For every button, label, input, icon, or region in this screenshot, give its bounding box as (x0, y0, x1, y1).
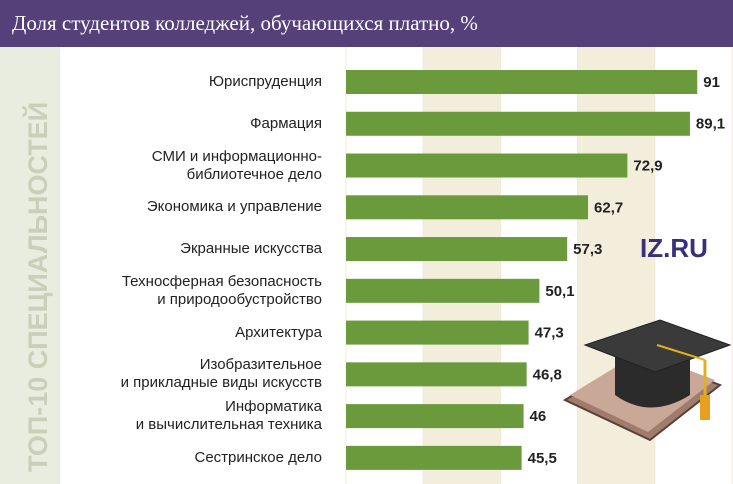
value-label: 89,1 (696, 116, 725, 133)
value-label: 50,1 (545, 283, 574, 300)
category-label: Архитектура (235, 323, 322, 341)
bar (346, 404, 524, 429)
category-label: Экранные искусства (180, 240, 322, 258)
side-strip (0, 47, 60, 484)
category-label: Юриспруденция (208, 73, 322, 90)
bar (346, 362, 527, 387)
title-bar (0, 0, 733, 47)
value-label: 46,8 (533, 366, 562, 383)
category-label: Изобразительное и прикладные виды искусс… (120, 356, 322, 392)
bar (346, 237, 568, 262)
bar (346, 445, 522, 470)
value-label: 72,9 (633, 157, 662, 174)
value-label: 45,5 (528, 450, 557, 467)
category-label: Экономика и управление (146, 198, 322, 216)
bar (346, 195, 589, 220)
value-label: 46 (530, 408, 547, 425)
category-label: Сестринское дело (194, 448, 323, 466)
value-label: 91 (703, 74, 720, 91)
graduation-cap (562, 319, 732, 442)
bar (346, 278, 540, 303)
category-label: Техносферная безопасность и природообуст… (121, 272, 322, 308)
bar (346, 111, 690, 136)
category-label: Фармация (250, 114, 322, 132)
bar (346, 153, 628, 178)
bar (346, 320, 529, 345)
bar (346, 70, 698, 94)
side-label: ТОП-10 СПЕЦИАЛЬНОСТЕЙ (22, 102, 53, 472)
value-label: 47,3 (535, 325, 564, 342)
value-label: 62,7 (594, 199, 623, 216)
chart-title: Доля студентов колледжей, обучающихся пл… (12, 11, 478, 35)
category-label: Информатика и вычислительная техника (135, 398, 322, 434)
category-label: СМИ и информационно- библиотечное дело (151, 147, 322, 183)
logo: IZ.RU (640, 233, 708, 263)
value-label: 57,3 (573, 241, 602, 258)
